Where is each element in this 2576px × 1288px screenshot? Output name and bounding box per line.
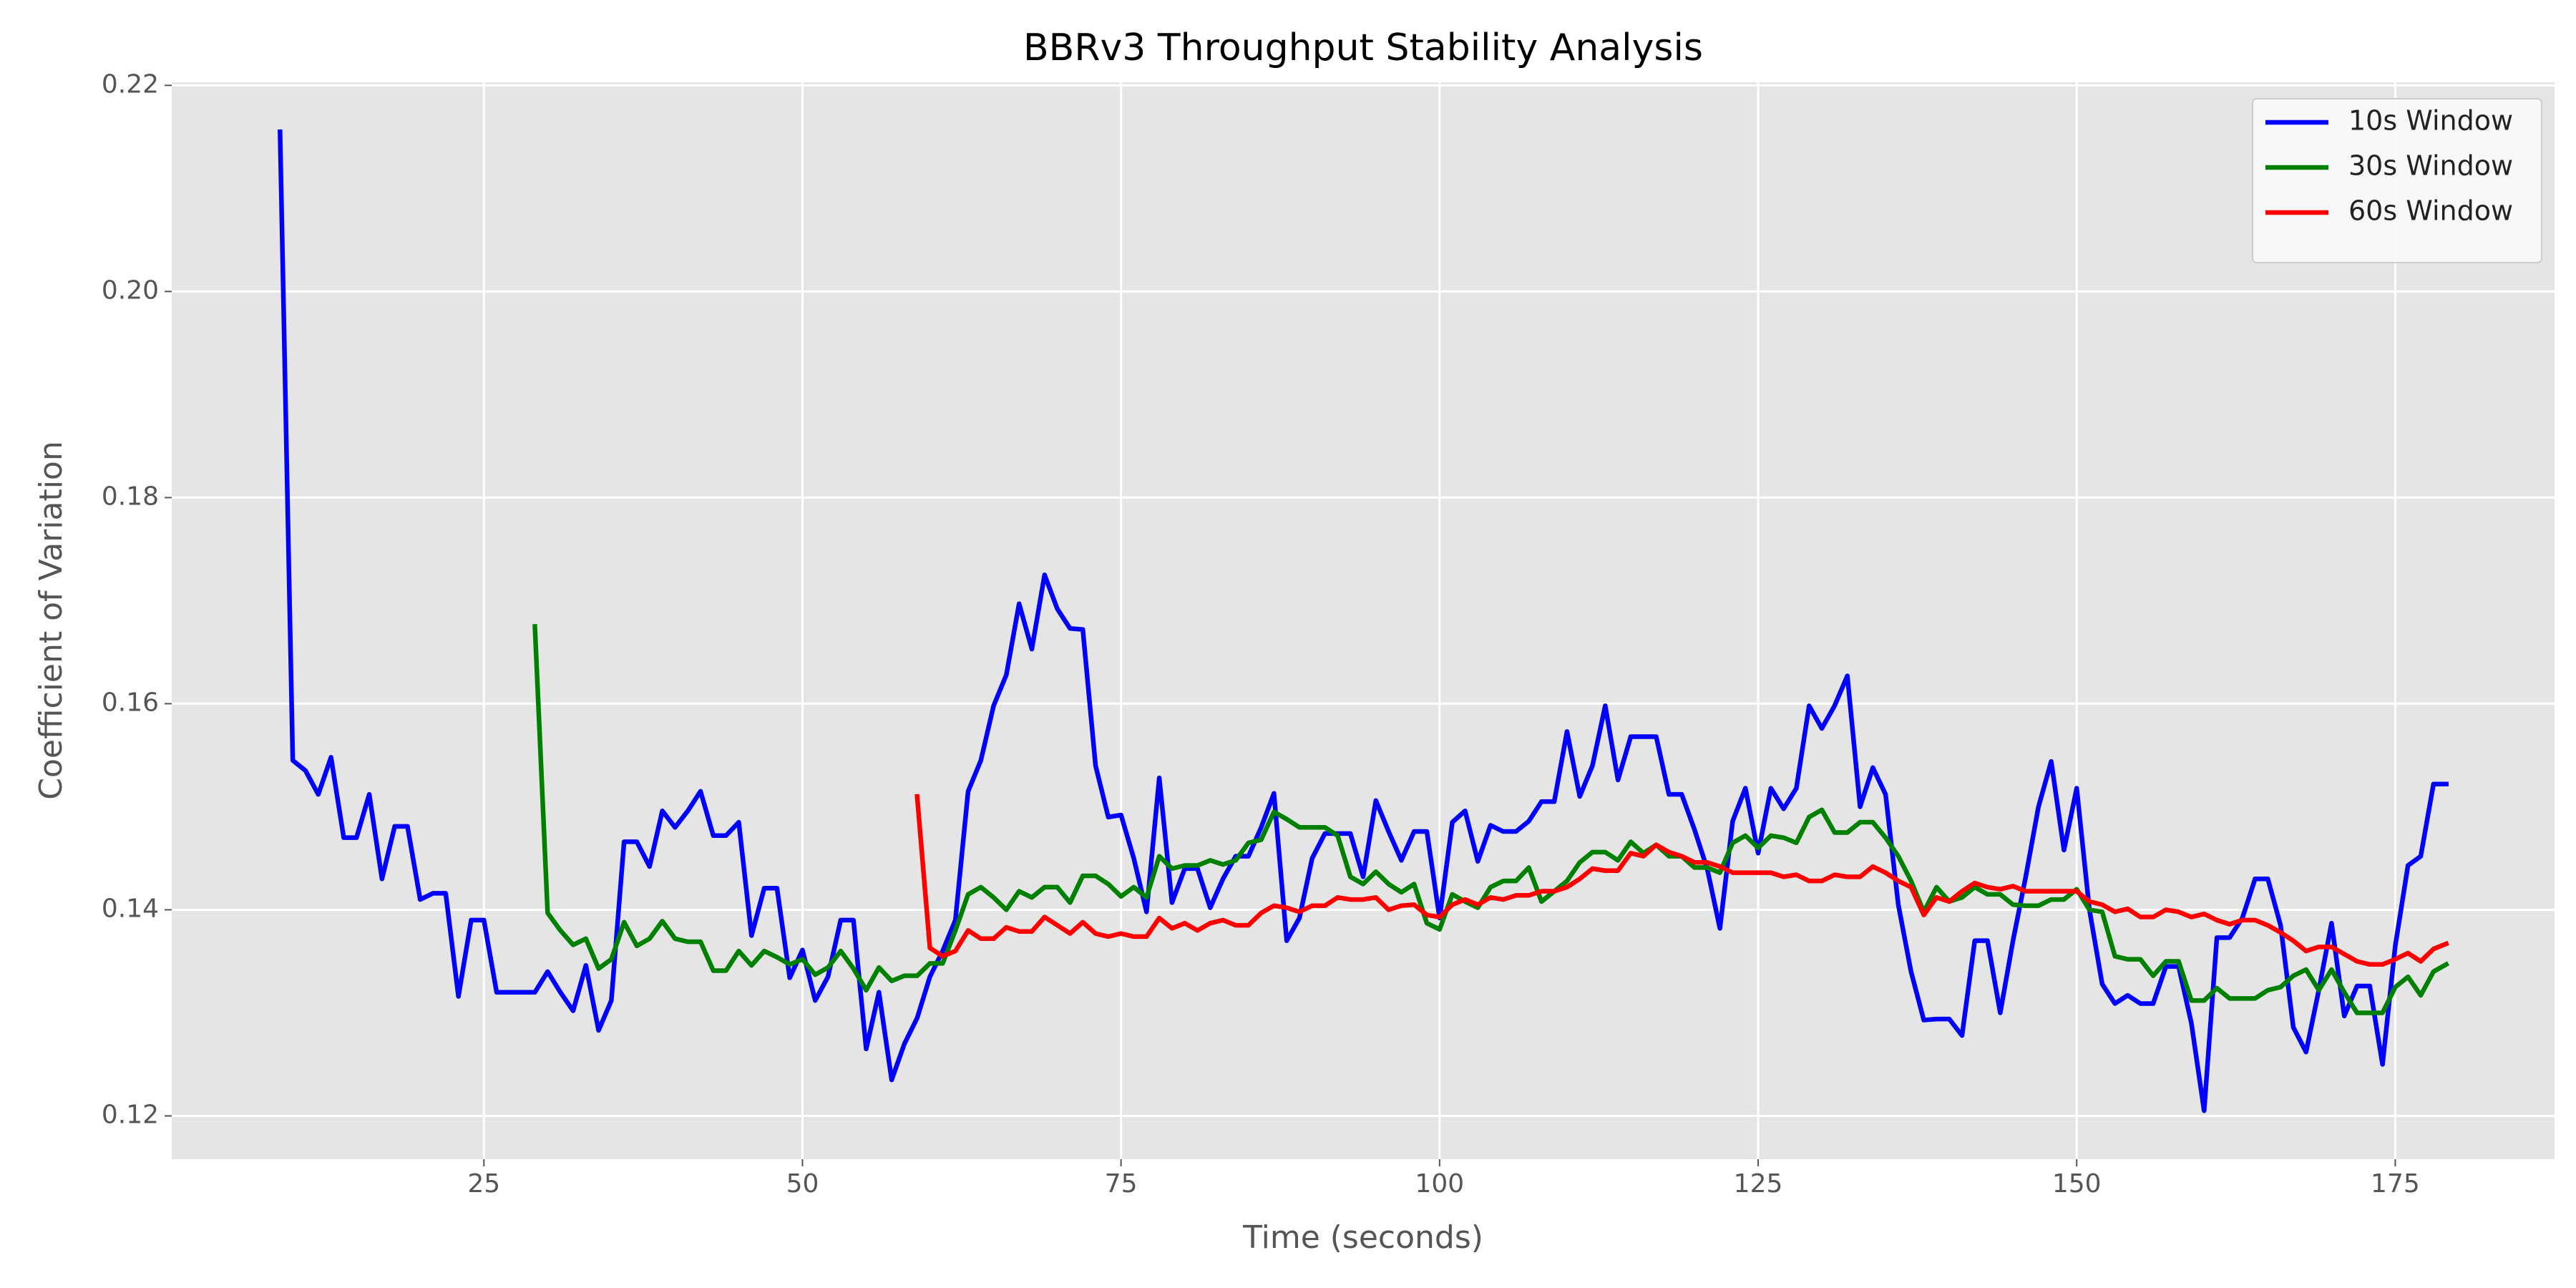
grid bbox=[172, 82, 2555, 1159]
legend-label: 30s Window bbox=[2348, 150, 2513, 182]
x-axis-label: Time (seconds) bbox=[1242, 1219, 1483, 1256]
y-tick-label: 0.14 bbox=[102, 894, 159, 923]
series-line bbox=[532, 624, 2450, 1015]
x-tick-label: 100 bbox=[1415, 1169, 1464, 1199]
lines bbox=[278, 129, 2450, 1113]
y-tick-label: 0.12 bbox=[102, 1101, 159, 1130]
legend: 10s Window 30s Window 60s Window bbox=[2252, 98, 2542, 263]
series-line bbox=[278, 129, 2449, 1113]
chart-title: BBRv3 Throughput Stability Analysis bbox=[1023, 26, 1703, 69]
x-tick-label: 125 bbox=[1734, 1169, 1783, 1199]
y-tick-label: 0.20 bbox=[102, 275, 159, 305]
ticks: 25 50 75 100 125 150 175 0.12 0.14 0.16 0.18 0.20 0.… bbox=[102, 69, 2420, 1199]
legend-label: 10s Window bbox=[2348, 105, 2513, 137]
x-tick-label: 50 bbox=[786, 1169, 819, 1199]
x-tick-label: 25 bbox=[467, 1169, 500, 1199]
y-tick-label: 0.16 bbox=[102, 688, 159, 717]
y-tick-label: 0.18 bbox=[102, 482, 159, 511]
x-tick-label: 150 bbox=[2052, 1169, 2102, 1199]
series-line bbox=[914, 794, 2449, 967]
legend-label: 60s Window bbox=[2348, 195, 2513, 227]
legend-frame bbox=[2252, 98, 2542, 263]
y-tick-label: 0.22 bbox=[102, 69, 159, 99]
x-tick-label: 75 bbox=[1105, 1169, 1138, 1199]
plot-area bbox=[172, 82, 2555, 1159]
y-axis-label: Coefficient of Variation bbox=[33, 441, 69, 799]
x-tick-label: 175 bbox=[2371, 1169, 2420, 1199]
